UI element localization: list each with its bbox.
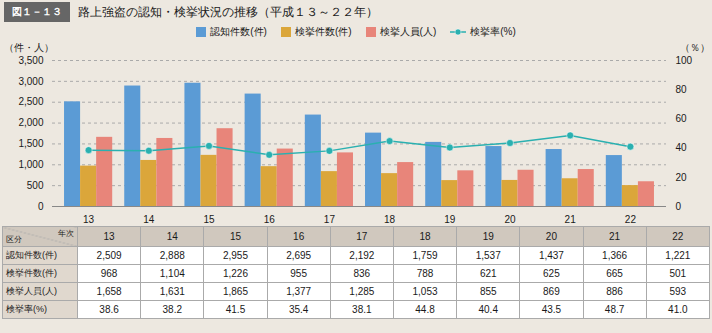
html-text:38.1: 38.1 bbox=[352, 304, 372, 315]
html-text:検挙件数(件): 検挙件数(件) bbox=[294, 26, 352, 37]
html-text:2,955: 2,955 bbox=[223, 250, 248, 261]
html-text:593: 593 bbox=[669, 286, 687, 297]
html-text:認知件数(件): 認知件数(件) bbox=[6, 250, 57, 260]
svg-text:80: 80 bbox=[676, 84, 688, 95]
html-text:13: 13 bbox=[103, 231, 115, 242]
html-text:1,366: 1,366 bbox=[602, 250, 628, 261]
svg-text:3,500: 3,500 bbox=[18, 55, 43, 66]
html-text:年次: 年次 bbox=[58, 229, 74, 238]
html-text:2,192: 2,192 bbox=[349, 250, 375, 261]
svg-text:20: 20 bbox=[504, 214, 516, 225]
html-text:43.5: 43.5 bbox=[541, 304, 562, 315]
svg-text:0: 0 bbox=[676, 201, 682, 212]
html-text:1,658: 1,658 bbox=[96, 286, 122, 297]
html-text:836: 836 bbox=[353, 268, 371, 279]
html-text:検挙件数(件): 検挙件数(件) bbox=[6, 268, 57, 278]
html-text:788: 788 bbox=[416, 268, 434, 279]
svg-text:18: 18 bbox=[384, 214, 396, 225]
html-text:44.8: 44.8 bbox=[415, 304, 435, 315]
html-text:38.2: 38.2 bbox=[162, 304, 182, 315]
html-text:35.4: 35.4 bbox=[288, 304, 309, 315]
html-text:区分: 区分 bbox=[6, 235, 22, 244]
html-text:1,437: 1,437 bbox=[538, 250, 564, 261]
html-text:621: 621 bbox=[479, 268, 497, 279]
html-text:501: 501 bbox=[669, 268, 687, 279]
html-text:1,285: 1,285 bbox=[349, 286, 375, 297]
svg-text:40: 40 bbox=[676, 142, 688, 153]
svg-text:（件・人）: （件・人） bbox=[4, 42, 54, 53]
html-text:16: 16 bbox=[293, 231, 305, 242]
html-text:18: 18 bbox=[419, 231, 431, 242]
html-text:検挙人員(人): 検挙人員(人) bbox=[379, 26, 437, 37]
html-text:15: 15 bbox=[229, 231, 241, 242]
html-text:665: 665 bbox=[606, 268, 623, 279]
svg-text:17: 17 bbox=[324, 214, 336, 225]
svg-text:500: 500 bbox=[27, 180, 44, 191]
html-text:認知件数(件): 認知件数(件) bbox=[210, 26, 267, 37]
html-text:625: 625 bbox=[543, 268, 560, 279]
html-text:検挙率(%): 検挙率(%) bbox=[6, 304, 47, 314]
svg-text:0: 0 bbox=[38, 201, 44, 212]
svg-text:3,000: 3,000 bbox=[18, 76, 43, 87]
html-text:1,865: 1,865 bbox=[223, 286, 248, 297]
svg-text:14: 14 bbox=[143, 214, 155, 225]
html-text:38.6: 38.6 bbox=[99, 304, 119, 315]
html-text:1,759: 1,759 bbox=[412, 250, 438, 261]
svg-text:100: 100 bbox=[676, 55, 693, 66]
html-text:路上強盗の認知・検挙状況の推移（平成１３～２２年）: 路上強盗の認知・検挙状況の推移（平成１３～２２年） bbox=[78, 4, 378, 19]
svg-text:22: 22 bbox=[625, 214, 637, 225]
svg-text:（％）: （％） bbox=[680, 42, 710, 53]
html-text:図１－１３: 図１－１３ bbox=[12, 6, 62, 17]
html-text:2,888: 2,888 bbox=[159, 250, 185, 261]
html-text:40.4: 40.4 bbox=[478, 304, 498, 315]
html-text:955: 955 bbox=[290, 268, 307, 279]
html-text:19: 19 bbox=[482, 231, 494, 242]
svg-text:2,000: 2,000 bbox=[18, 117, 43, 128]
svg-text:13: 13 bbox=[83, 214, 95, 225]
html-text:886: 886 bbox=[606, 286, 623, 297]
html-text:1,053: 1,053 bbox=[412, 286, 438, 297]
html-text:1,226: 1,226 bbox=[223, 268, 248, 279]
html-text:968: 968 bbox=[100, 268, 118, 279]
html-text:869: 869 bbox=[543, 286, 560, 297]
html-text:1,537: 1,537 bbox=[475, 250, 501, 261]
html-text:17: 17 bbox=[356, 231, 368, 242]
html-text:21: 21 bbox=[609, 231, 621, 242]
html-text:検挙人員(人): 検挙人員(人) bbox=[6, 286, 57, 296]
html-text:1,104: 1,104 bbox=[159, 268, 185, 279]
html-text:855: 855 bbox=[479, 286, 497, 297]
html-text:22: 22 bbox=[672, 231, 684, 242]
html-text:1,631: 1,631 bbox=[159, 286, 185, 297]
html-text:41.5: 41.5 bbox=[225, 304, 246, 315]
svg-text:1,500: 1,500 bbox=[18, 138, 43, 149]
svg-text:2,500: 2,500 bbox=[18, 96, 43, 107]
html-text:2,695: 2,695 bbox=[286, 250, 312, 261]
html-text:2,509: 2,509 bbox=[96, 250, 122, 261]
html-text:14: 14 bbox=[166, 231, 178, 242]
html-text:20: 20 bbox=[545, 231, 557, 242]
svg-text:16: 16 bbox=[264, 214, 276, 225]
svg-text:19: 19 bbox=[444, 214, 456, 225]
html-text:48.7: 48.7 bbox=[604, 304, 625, 315]
svg-text:20: 20 bbox=[676, 172, 688, 183]
svg-text:15: 15 bbox=[203, 214, 215, 225]
html-text:1,377: 1,377 bbox=[286, 286, 312, 297]
svg-text:21: 21 bbox=[565, 214, 577, 225]
html-text:41.0: 41.0 bbox=[668, 304, 688, 315]
html-text:1,221: 1,221 bbox=[665, 250, 691, 261]
html-text:検挙率(%): 検挙率(%) bbox=[470, 26, 516, 37]
svg-text:60: 60 bbox=[676, 113, 688, 124]
svg-text:1,000: 1,000 bbox=[18, 159, 43, 170]
